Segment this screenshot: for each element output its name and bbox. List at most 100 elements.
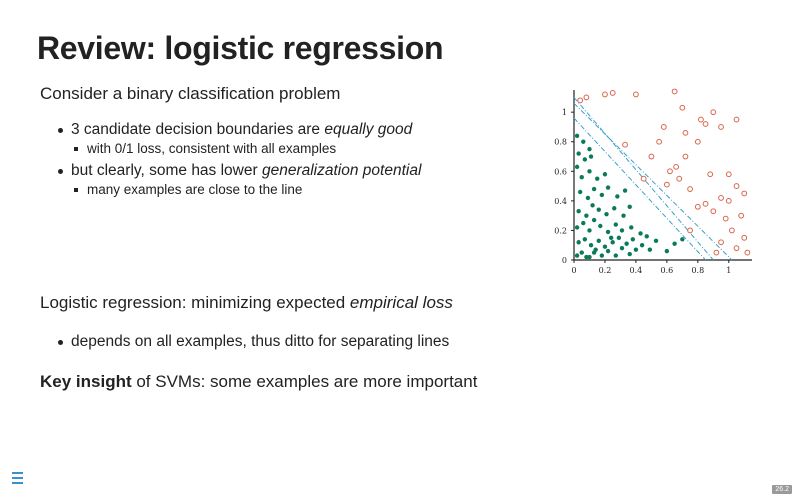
menu-icon-bar xyxy=(12,472,23,474)
negative-example-point xyxy=(588,243,594,248)
negative-example-point xyxy=(630,237,636,242)
negative-example-point xyxy=(605,248,611,254)
positive-example-point xyxy=(733,116,740,123)
negative-example-point xyxy=(615,194,620,199)
decision-boundary xyxy=(573,102,733,261)
positive-example-point xyxy=(694,203,701,210)
positive-example-point xyxy=(673,163,680,170)
negative-example-point xyxy=(574,164,580,170)
negative-example-point xyxy=(591,217,597,223)
y-tick-label: 0.8 xyxy=(554,138,567,147)
negative-example-point xyxy=(605,229,611,235)
y-tick-label: 1 xyxy=(562,108,567,117)
positive-example-point xyxy=(718,195,724,201)
bullet-text: but clearly, some has lower xyxy=(71,162,262,179)
positive-example-point xyxy=(710,208,717,215)
negative-example-point xyxy=(590,203,595,208)
menu-icon[interactable] xyxy=(12,472,23,484)
negative-example-point xyxy=(608,235,614,241)
positive-example-point xyxy=(741,234,748,241)
negative-example-point xyxy=(574,133,580,139)
negative-example-point xyxy=(582,237,588,242)
positive-example-point xyxy=(728,227,735,234)
negative-example-point xyxy=(576,151,581,156)
menu-icon-bar xyxy=(12,482,23,484)
negative-example-point xyxy=(587,254,592,260)
negative-example-point xyxy=(621,213,626,218)
negative-example-point xyxy=(585,195,591,201)
slide-title: Review: logistic regression xyxy=(37,30,444,66)
x-tick-label: 0.8 xyxy=(691,266,704,275)
positive-example-point xyxy=(656,138,663,145)
sub-bullet-list: with 0/1 loss, consistent with all examp… xyxy=(71,140,525,158)
negative-example-point xyxy=(613,253,618,258)
negative-example-point xyxy=(633,247,639,252)
positive-example-point xyxy=(622,141,628,148)
negative-example-point xyxy=(622,188,628,193)
menu-icon-bar xyxy=(12,477,23,479)
positive-example-point xyxy=(609,90,616,96)
positive-example-point xyxy=(738,212,745,219)
negative-example-point xyxy=(596,207,601,212)
negative-example-point xyxy=(574,253,580,258)
bullet-emphasis: equally good xyxy=(324,121,413,138)
positive-example-point xyxy=(671,88,678,95)
slide-number: 26.2 xyxy=(772,485,792,494)
negative-example-point xyxy=(627,204,632,209)
negative-example-point xyxy=(599,253,605,258)
key-insight: Key insight of SVMs: some examples are m… xyxy=(40,372,477,392)
negative-example-point xyxy=(582,157,588,162)
positive-example-point xyxy=(718,124,724,130)
negative-example-point xyxy=(595,176,600,181)
bullet-item: depends on all examples, thus ditto for … xyxy=(55,332,449,352)
positive-example-point xyxy=(583,94,590,101)
positive-example-point xyxy=(733,245,740,252)
positive-example-point xyxy=(702,121,709,127)
positive-example-point xyxy=(741,190,748,197)
key-insight-label: Key insight xyxy=(40,372,132,391)
sub-bullet-list: many examples are close to the line xyxy=(71,181,525,199)
positive-example-point xyxy=(577,97,584,104)
bullet-list: 3 candidate decision boundaries are equa… xyxy=(55,120,525,202)
positive-example-point xyxy=(648,153,655,160)
positive-example-point xyxy=(725,197,732,204)
negative-example-point xyxy=(579,175,584,180)
negative-example-point xyxy=(598,223,603,229)
negative-example-point xyxy=(619,245,625,251)
negative-example-point xyxy=(581,220,586,226)
negative-example-point xyxy=(613,222,618,227)
positive-example-point xyxy=(702,200,709,207)
negative-example-point xyxy=(574,225,580,230)
bullet-emphasis: generalization potential xyxy=(261,162,422,179)
bullet-item: 3 candidate decision boundaries are equa… xyxy=(55,120,525,158)
negative-example-point xyxy=(591,250,597,255)
positive-example-point xyxy=(682,129,689,136)
y-tick-label: 0.2 xyxy=(554,226,567,235)
positive-example-point xyxy=(744,249,751,256)
negative-example-point xyxy=(610,240,615,245)
x-tick-label: 0 xyxy=(571,266,576,275)
y-tick-label: 0.4 xyxy=(554,197,567,206)
section-text: Logistic regression: minimizing expected xyxy=(40,293,350,312)
negative-example-point xyxy=(612,206,617,211)
y-tick-label: 0.6 xyxy=(554,167,567,176)
positive-example-point xyxy=(710,109,717,116)
positive-example-point xyxy=(676,175,683,182)
lead-text: Consider a binary classification problem xyxy=(40,84,341,103)
positive-example-point xyxy=(679,104,686,111)
positive-example-point xyxy=(694,138,701,145)
negative-example-point xyxy=(619,228,625,233)
key-insight-text: of SVMs: some examples are more importan… xyxy=(131,372,478,391)
negative-example-point xyxy=(596,238,601,243)
scatter-plot: 0 0.2 0.4 0.6 0.8 1 0 0.2 0.4 0.6 0.8 1 xyxy=(554,88,752,275)
negative-example-point xyxy=(639,243,645,248)
negative-example-point xyxy=(587,228,592,233)
positive-example-point xyxy=(718,239,724,246)
negative-example-point xyxy=(647,247,653,252)
positive-example-point xyxy=(733,183,740,189)
positive-example-point xyxy=(640,175,647,182)
bullet-list-2: depends on all examples, thus ditto for … xyxy=(55,332,449,352)
negative-example-point xyxy=(638,231,643,236)
positive-example-point xyxy=(725,171,732,178)
positive-example-point xyxy=(707,171,714,178)
